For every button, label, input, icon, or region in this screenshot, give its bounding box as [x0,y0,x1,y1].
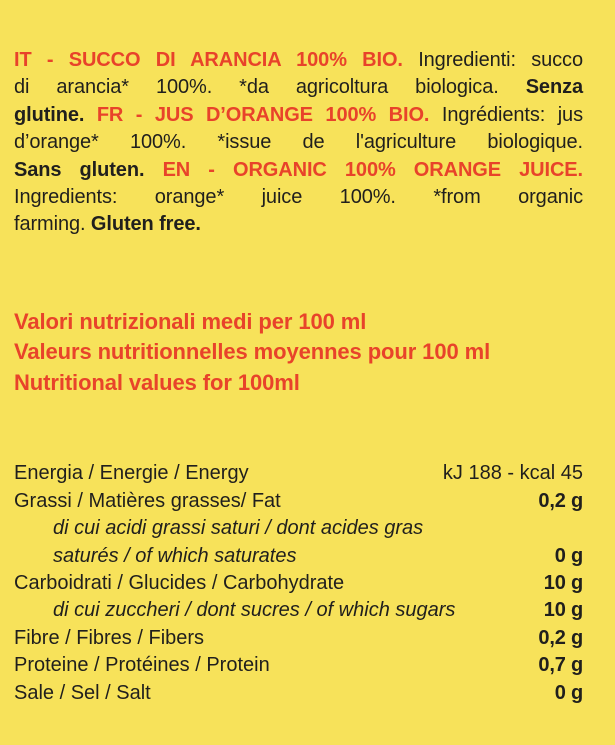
nutrient-value: 10 g [543,571,583,594]
ingredients-line: Ingredients: orange* juice 100%. *from o… [14,184,583,211]
table-row-sugars: di cui zuccheri / dont sucres / of which… [14,597,583,624]
ingredients-segment-en-heading: EN - ORGANIC 100% ORANGE JUICE. [162,158,584,181]
ingredients-line: IT - SUCCO DI ARANCIA 100% BIO. Ingredie… [14,47,583,74]
nutrient-value: 0 g [554,681,583,704]
nutrient-label: Proteine / Protéines / Protein [14,654,270,677]
nutrient-label: Energia / Energie / Energy [14,462,249,485]
nutrition-title-line-it: Valori nutrizionali medi per 100 ml [14,308,367,334]
nutrient-value: 0,2 g [538,626,583,649]
table-row-protein: Proteine / Protéines / Protein 0,7 g [14,652,583,679]
ingredients-segment: Ingredienti: succo [418,49,583,71]
nutrition-table: Energia / Energie / Energy kJ 188 - kcal… [14,460,583,707]
nutrient-label: Sale / Sel / Salt [14,681,151,704]
table-row-salt: Sale / Sel / Salt 0 g [14,680,583,707]
table-row-saturates: di cui acidi grassi saturi / dont acides… [14,515,583,570]
table-row-carbohydrate: Carboidrati / Glucides / Carbohydrate 10… [14,570,583,597]
nutrient-label: di cui acidi grassi saturi / dont acides… [53,517,424,567]
table-row-fat: Grassi / Matières grasses/ Fat 0,2 g [14,488,583,515]
ingredients-segment: farming. [14,213,86,236]
ingredients-line: farming. Gluten free. [14,211,583,238]
ingredients-line: di arancia* 100%. *da agricoltura biolog… [14,74,583,101]
ingredients-segment: glutine. [14,103,85,126]
nutrient-label: Carboidrati / Glucides / Carbohydrate [14,571,345,594]
ingredients-line: Sans gluten. EN - ORGANIC 100% ORANGE JU… [14,157,583,184]
ingredients-segment: Sans gluten. [14,158,145,181]
nutrient-value: 0,2 g [538,489,583,512]
nutrient-value: 0 g [554,544,583,567]
ingredients-segment-it-heading: IT - SUCCO DI ARANCIA 100% BIO. [14,49,403,71]
ingredients-segment: Gluten free. [90,213,201,236]
ingredients-line: glutine. FR - JUS D’ORANGE 100% BIO. Ing… [14,102,583,129]
nutrient-label: Grassi / Matières grasses/ Fat [14,489,281,512]
ingredients-segment-fr-heading: FR - JUS D’ORANGE 100% BIO. [96,103,430,126]
nutrient-value: 10 g [543,599,583,622]
table-row-fibers: Fibre / Fibres / Fibers 0,2 g [14,625,583,652]
nutrient-value: 0,7 g [538,654,583,677]
nutrition-title: Valori nutrizionali medi per 100 ml Vale… [14,307,583,399]
ingredients-segment: Senza [525,76,583,99]
ingredients-line: d’orange* 100%. *issue de l'agriculture … [14,129,583,156]
nutrient-value: kJ 188 - kcal 45 [442,462,583,485]
ingredients-paragraph: IT - SUCCO DI ARANCIA 100% BIO. Ingredie… [14,47,583,239]
nutrient-label: di cui zuccheri / dont sucres / of which… [53,599,456,622]
nutrient-label: Fibre / Fibres / Fibers [14,626,205,649]
ingredients-segment: Ingredients: orange* juice 100%. *from o… [14,186,583,209]
ingredients-segment: Ingrédients: jus [441,103,583,126]
ingredients-segment: di arancia* 100%. *da agricoltura biolog… [14,76,499,99]
ingredients-segment: d’orange* 100%. *issue de l'agriculture … [14,131,583,154]
nutrition-title-line-fr: Valeurs nutritionnelles moyennes pour 10… [14,339,491,365]
nutrition-title-line-en: Nutritional values for 100ml [14,369,300,395]
table-row-energy: Energia / Energie / Energy kJ 188 - kcal… [14,460,583,487]
